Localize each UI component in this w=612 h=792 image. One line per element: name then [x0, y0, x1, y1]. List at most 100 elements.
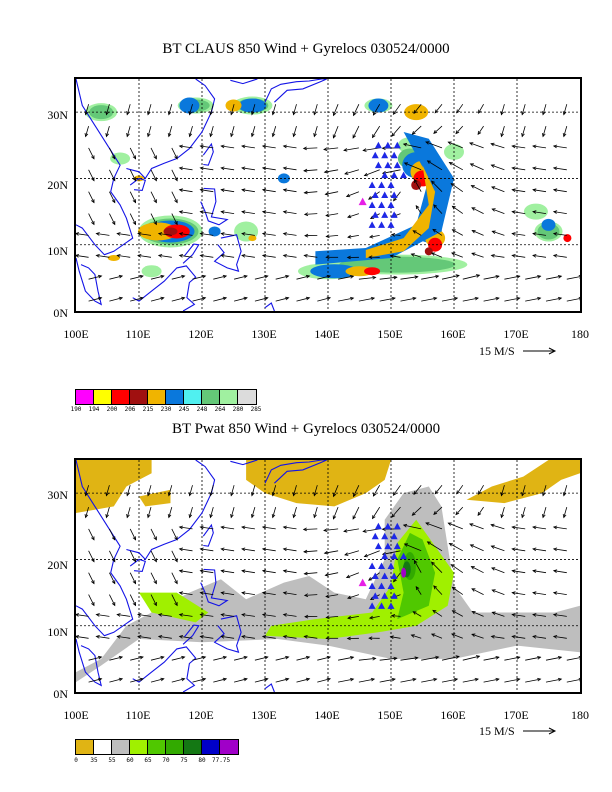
- wind-vector-shaft: [382, 169, 401, 174]
- wind-vector-head: [532, 254, 537, 258]
- wind-vector-head: [105, 111, 109, 116]
- wind-vector-shaft: [532, 211, 547, 214]
- cloud-top-patch: [428, 237, 443, 252]
- wind-vector-head: [552, 547, 558, 552]
- wind-vector-shaft: [414, 179, 422, 192]
- vector-scale-label: 15 M/S: [479, 344, 515, 358]
- wind-vector-shaft: [262, 145, 276, 149]
- wind-vector-shaft: [171, 594, 178, 606]
- legend-color-box: [166, 740, 184, 754]
- wind-vector-head: [241, 569, 246, 574]
- wind-vector-shaft: [452, 586, 464, 595]
- wind-vector-head: [132, 199, 136, 204]
- gyre-location-triangle: [368, 221, 376, 228]
- wind-vector-shaft: [317, 297, 331, 302]
- wind-vector-head: [426, 541, 431, 546]
- wind-vector-head: [241, 254, 246, 258]
- wind-vector-head: [477, 130, 482, 136]
- wind-vector-shaft: [333, 485, 339, 497]
- gyre-location-triangle: [378, 201, 386, 208]
- wind-vector-shaft: [512, 636, 526, 639]
- wind-vector-head: [532, 613, 537, 617]
- wind-vector-head: [368, 636, 373, 640]
- wind-vector-shaft: [117, 614, 131, 617]
- wind-vector-head: [413, 109, 418, 115]
- wind-vector-head: [209, 111, 213, 116]
- gyre-location-triangle: [381, 151, 389, 159]
- wind-vector-shaft: [363, 528, 380, 532]
- wind-vector-head: [153, 155, 157, 160]
- wind-vector-shaft: [129, 550, 136, 562]
- wind-vector-head: [368, 255, 373, 259]
- wind-vector-head: [532, 210, 537, 214]
- legend-label: 215: [142, 406, 154, 413]
- wind-vector-head: [282, 547, 287, 552]
- wind-vector-head: [178, 635, 184, 639]
- wind-vector-head: [243, 274, 248, 279]
- cloud-top-patch: [179, 97, 200, 114]
- legend-color-box: [220, 740, 238, 754]
- wind-vector-shaft: [471, 185, 484, 193]
- wind-vector-head: [84, 111, 89, 116]
- wind-vector-shaft: [372, 125, 381, 138]
- wind-vector-head: [118, 274, 124, 279]
- wind-vector-head: [495, 275, 500, 279]
- wind-vector-shaft: [553, 167, 567, 171]
- cloud-top-patch: [163, 227, 178, 236]
- wind-vector-shaft: [317, 678, 331, 683]
- wind-vector-head: [362, 148, 367, 152]
- wind-vector-shaft: [109, 213, 116, 225]
- wind-vector-head: [160, 677, 165, 682]
- claus-map-plot: [74, 77, 582, 313]
- wind-vector-head: [116, 635, 121, 639]
- wind-vector-head: [323, 550, 329, 555]
- wind-vector-head: [490, 254, 495, 258]
- wind-vector-shaft: [563, 506, 568, 518]
- wind-vector-head: [147, 492, 151, 497]
- wind-vector-head: [349, 296, 355, 301]
- wind-vector-shaft: [130, 275, 144, 280]
- wind-vector-head: [344, 552, 349, 556]
- wind-vector-shaft: [283, 548, 297, 552]
- legend-label: 65: [144, 757, 152, 764]
- wind-vector-shaft: [192, 297, 206, 302]
- wind-vector-head: [220, 613, 225, 617]
- cloud-top-patch: [277, 173, 290, 184]
- wind-vector-shaft: [171, 656, 185, 661]
- wind-vector-shaft: [230, 104, 235, 115]
- wind-vector-shaft: [96, 614, 110, 617]
- wind-vector-head: [346, 636, 351, 641]
- wind-vector-head: [178, 254, 184, 258]
- wind-vector-head: [282, 635, 287, 639]
- wind-vector-head: [430, 180, 435, 185]
- cloud-top-patch: [107, 254, 120, 261]
- wind-vector-head: [332, 515, 337, 520]
- best-track-triangle: [358, 197, 367, 206]
- wind-vector-shaft: [241, 570, 255, 574]
- wind-vector-head: [305, 655, 311, 660]
- wind-vector-shaft: [532, 614, 547, 617]
- wind-vector-head: [202, 655, 207, 660]
- gyre-location-triangle: [390, 151, 398, 159]
- wind-vector-head: [303, 212, 309, 217]
- wind-vector-shaft: [379, 678, 396, 683]
- wind-vector-head: [434, 490, 439, 495]
- gyre-location-triangle: [387, 582, 395, 589]
- wind-vector-head: [111, 155, 116, 160]
- wind-vector-shaft: [372, 506, 381, 519]
- wind-vector-head: [167, 492, 172, 497]
- wind-vector-shaft: [168, 125, 173, 137]
- wind-vector-head: [285, 655, 290, 660]
- wind-vector-shaft: [221, 526, 235, 530]
- x-tick-label: 110E: [125, 708, 151, 722]
- wind-vector-head: [430, 561, 435, 566]
- wind-vector-head: [304, 233, 309, 238]
- wind-vector-shaft: [150, 572, 157, 584]
- wind-vector-head: [220, 232, 225, 236]
- wind-vector-head: [178, 210, 184, 214]
- wind-vector-head: [450, 183, 455, 187]
- wind-vector-head: [451, 229, 456, 233]
- gyre-location-triangle: [368, 201, 376, 208]
- wind-vector-head: [220, 591, 225, 595]
- wind-vector-head: [410, 634, 415, 638]
